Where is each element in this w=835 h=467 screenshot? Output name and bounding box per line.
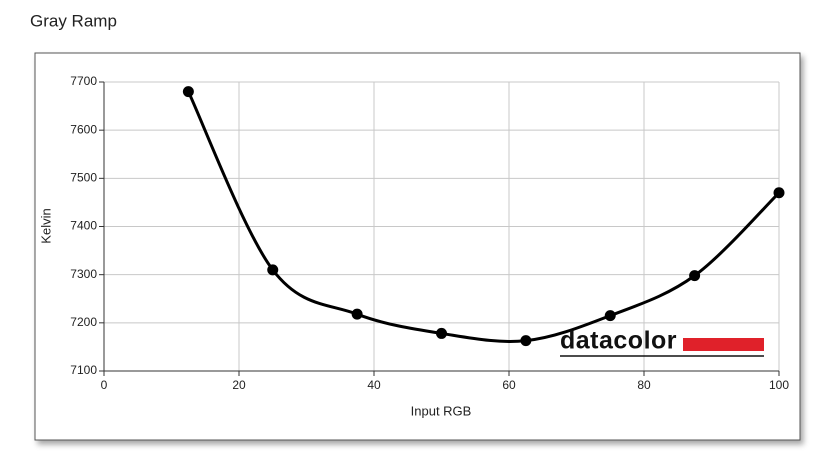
data-point (351, 308, 363, 320)
x-tick-label: 40 (367, 378, 381, 392)
x-tick-label: 20 (232, 378, 246, 392)
chart-frame (34, 52, 801, 441)
data-point (520, 335, 532, 347)
y-tick-label: 7400 (70, 219, 97, 233)
y-tick-label: 7200 (70, 315, 97, 329)
y-tick-label: 7700 (70, 74, 97, 88)
data-point (182, 86, 194, 98)
watermark-logo: datacolor (560, 327, 764, 357)
y-tick-label: 7100 (70, 363, 97, 377)
data-point (773, 187, 785, 199)
data-point (436, 327, 447, 339)
x-tick-label: 60 (502, 378, 516, 392)
data-point (604, 310, 616, 322)
x-tick-label: 0 (101, 378, 108, 392)
y-axis-label: Kelvin (38, 208, 53, 243)
chart-title: Gray Ramp (30, 11, 117, 30)
logo-bar (683, 338, 764, 351)
x-axis-label: Input RGB (411, 403, 472, 418)
y-tick-label: 7500 (70, 171, 97, 185)
data-point (689, 270, 701, 282)
y-tick-label: 7300 (70, 267, 97, 281)
data-point (267, 264, 279, 276)
x-tick-label: 80 (637, 378, 651, 392)
y-tick-label: 7600 (70, 122, 97, 136)
series-line (187, 90, 781, 343)
watermark-text: datacolor (560, 327, 677, 355)
x-tick-label: 100 (769, 378, 789, 392)
